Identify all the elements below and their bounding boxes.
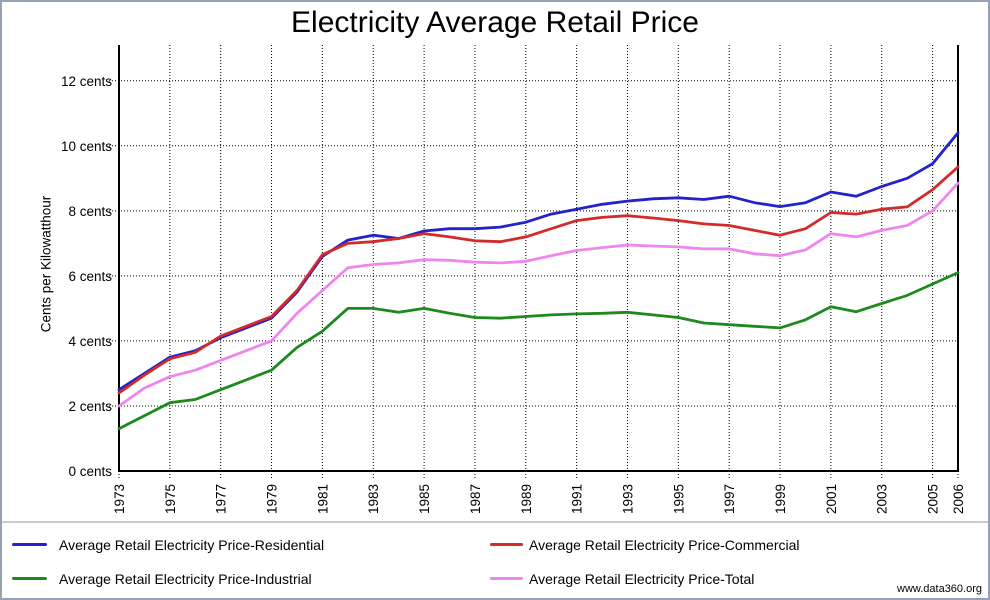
svg-text:1995: 1995	[671, 484, 686, 514]
chart-title: Electricity Average Retail Price	[291, 6, 699, 39]
svg-text:1997: 1997	[722, 484, 737, 514]
svg-text:6 cents: 6 cents	[68, 269, 112, 284]
legend-swatch-total	[490, 577, 523, 580]
svg-text:8 cents: 8 cents	[68, 204, 112, 219]
line-commercial	[117, 165, 960, 395]
legend-label-residential: Average Retail Electricity Price-Residen…	[59, 537, 325, 553]
svg-text:1979: 1979	[265, 484, 280, 514]
svg-text:1993: 1993	[620, 484, 635, 514]
legend-swatch-residential	[12, 543, 47, 546]
svg-text:12 cents: 12 cents	[61, 74, 112, 89]
line-industrial	[117, 271, 960, 431]
svg-text:1985: 1985	[417, 484, 432, 514]
svg-text:1981: 1981	[315, 484, 330, 514]
legend-label-industrial: Average Retail Electricity Price-Industr…	[59, 571, 312, 587]
electricity-price-line-chart: 0 cents 2 cents 4 cents 6 cents 8 cents 10 ce…	[61, 45, 966, 514]
svg-text:2001: 2001	[824, 484, 839, 514]
svg-text:4 cents: 4 cents	[68, 334, 112, 349]
svg-text:1999: 1999	[773, 484, 788, 514]
line-total	[117, 181, 960, 408]
legend-separator	[2, 521, 988, 523]
line-residential	[117, 131, 960, 392]
svg-text:1991: 1991	[570, 484, 585, 514]
svg-text:1977: 1977	[214, 484, 229, 514]
legend-label-commercial: Average Retail Electricity Price-Commerc…	[529, 537, 800, 553]
legend-swatch-commercial	[490, 543, 523, 546]
svg-text:2003: 2003	[875, 484, 890, 514]
svg-text:2 cents: 2 cents	[68, 399, 112, 414]
legend-swatch-industrial	[12, 577, 47, 580]
watermark-link[interactable]: www.data360.org	[897, 583, 982, 595]
svg-text:10 cents: 10 cents	[61, 139, 112, 154]
svg-text:2005: 2005	[926, 484, 941, 514]
legend-label-total: Average Retail Electricity Price-Total	[529, 571, 755, 587]
svg-text:2006: 2006	[951, 484, 966, 514]
svg-text:1975: 1975	[163, 484, 178, 514]
svg-text:1973: 1973	[112, 484, 127, 514]
svg-text:1989: 1989	[519, 484, 534, 514]
svg-text:1987: 1987	[468, 484, 483, 514]
svg-text:0 cents: 0 cents	[68, 464, 112, 479]
svg-text:1983: 1983	[366, 484, 381, 514]
